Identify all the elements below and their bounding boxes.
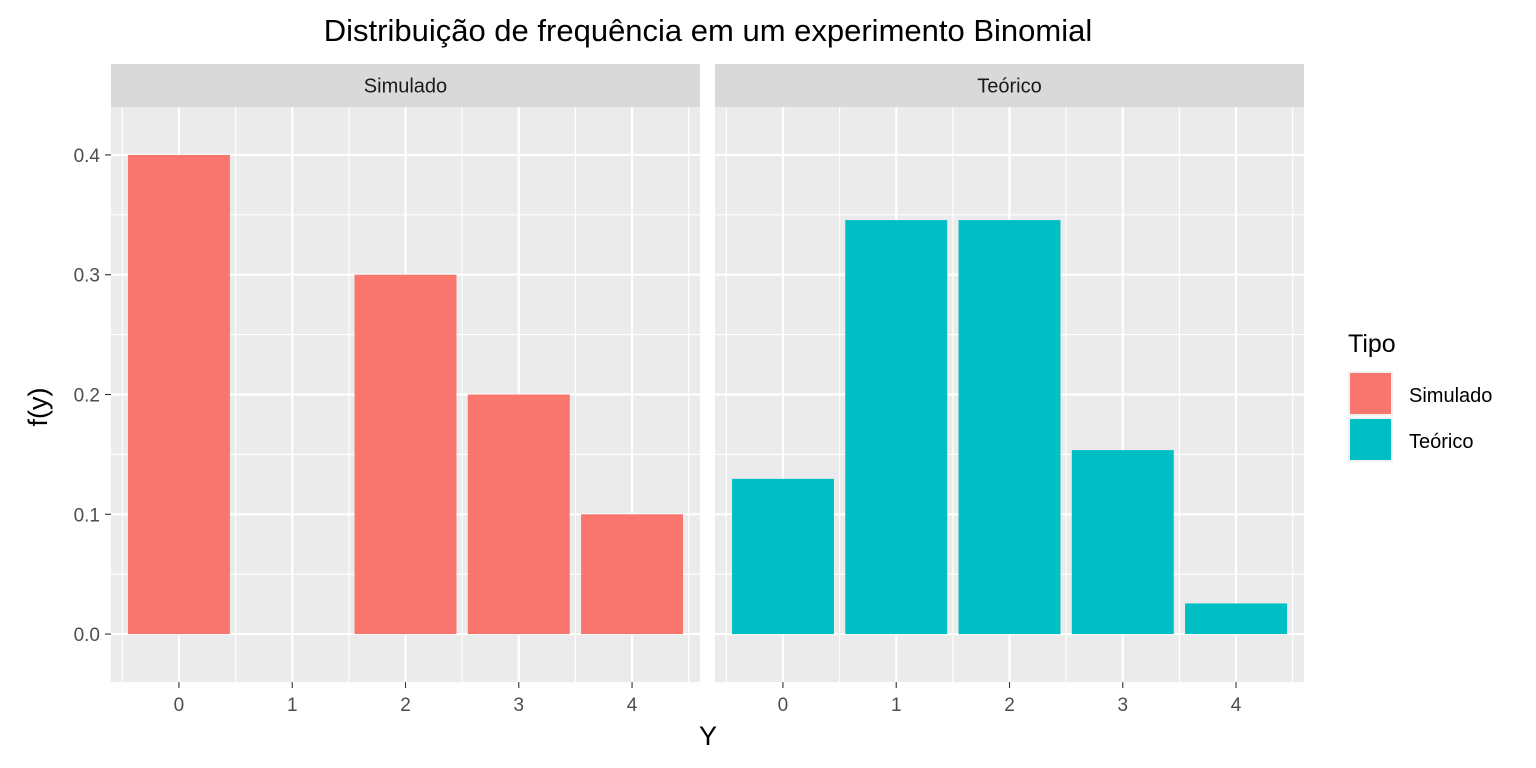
x-tick-label: 2 xyxy=(400,695,411,716)
y-tick-label: 0.0 xyxy=(74,625,100,646)
x-tick-label: 3 xyxy=(513,695,524,716)
y-tick-label: 0.2 xyxy=(74,386,100,407)
strip-teorico xyxy=(715,64,1304,107)
legend-title: Tipo xyxy=(1348,330,1396,358)
bar-teorico-1 xyxy=(845,220,948,635)
y-axis: 0.0 0.1 0.2 0.3 0.4 xyxy=(74,146,111,646)
x-tick-label: 4 xyxy=(1231,695,1242,716)
y-tick-label: 0.3 xyxy=(74,266,100,287)
x-tick-label: 2 xyxy=(1004,695,1015,716)
x-tick-label: 0 xyxy=(778,695,789,716)
x-tick-label: 1 xyxy=(287,695,298,716)
x-tick-label: 4 xyxy=(627,695,638,716)
bar-simulado-3 xyxy=(467,394,570,635)
strip-simulado xyxy=(111,64,700,107)
legend-label-simulado: Simulado xyxy=(1409,385,1492,407)
x-tick-label: 0 xyxy=(174,695,185,716)
bar-teorico-2 xyxy=(958,220,1061,635)
legend-swatch-simulado xyxy=(1350,373,1391,414)
y-axis-title: f(y) xyxy=(23,388,53,427)
x-tick-label: 3 xyxy=(1117,695,1128,716)
legend: Tipo Simulado Teórico xyxy=(1348,330,1492,462)
strip-label-teorico: Teórico xyxy=(977,76,1041,98)
chart-title: Distribuição de frequência em um experim… xyxy=(324,13,1092,48)
panel-simulado: Simulado 0 1 2 3 4 xyxy=(111,64,700,716)
legend-label-teorico: Teórico xyxy=(1409,431,1473,453)
bar-teorico-4 xyxy=(1185,603,1288,635)
x-ticks-teorico: 0 1 2 3 4 xyxy=(778,682,1242,716)
x-ticks-simulado: 0 1 2 3 4 xyxy=(174,682,638,716)
bar-simulado-4 xyxy=(581,514,684,635)
bar-teorico-3 xyxy=(1071,450,1174,635)
y-tick-label: 0.1 xyxy=(74,505,100,526)
legend-swatch-teorico xyxy=(1350,419,1391,460)
bars-simulado xyxy=(127,154,684,635)
x-axis-title: Y xyxy=(699,721,717,751)
x-tick-label: 1 xyxy=(891,695,902,716)
bar-simulado-0 xyxy=(127,154,230,635)
y-tick-label: 0.4 xyxy=(74,146,101,167)
bars-teorico xyxy=(731,220,1288,635)
bar-simulado-2 xyxy=(354,274,457,635)
bar-teorico-0 xyxy=(731,478,834,635)
panel-teorico: Teórico 0 1 2 3 4 xyxy=(715,64,1304,716)
strip-label-simulado: Simulado xyxy=(364,76,447,98)
